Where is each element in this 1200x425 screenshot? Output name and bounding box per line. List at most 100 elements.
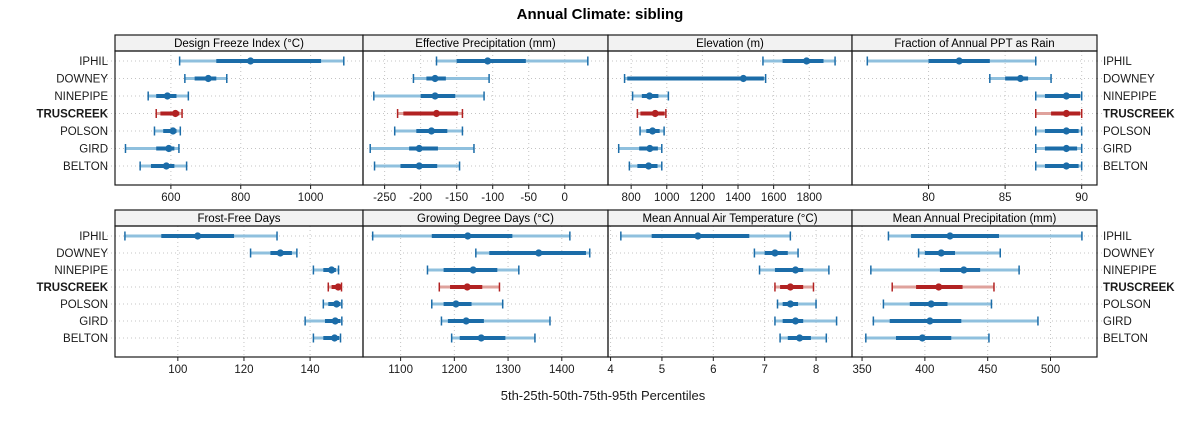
error-bar-polson (393, 126, 464, 136)
error-bar-iphil (887, 231, 1083, 241)
median-dot (946, 232, 954, 240)
station-label-right-iphil: IPHIL (1103, 56, 1132, 68)
error-bar-downey (917, 248, 1002, 258)
axis-tick-label: 80 (922, 192, 935, 204)
axis-tick-label: -200 (409, 192, 432, 204)
station-label-right-truscreek: TRUSCREEK (1103, 109, 1175, 121)
median-dot (463, 283, 471, 291)
axis-tick-label: 100 (168, 364, 187, 376)
axis-tick-label: 1000 (654, 192, 680, 204)
station-label-left-belton: BELTON (63, 161, 108, 173)
median-dot (169, 127, 177, 135)
error-bar-polson (882, 299, 993, 309)
station-label-right-downey: DOWNEY (1103, 74, 1155, 86)
error-bar-downey (623, 74, 767, 83)
axis-tick-label: -50 (520, 192, 537, 204)
station-label-left-downey: DOWNEY (56, 74, 108, 86)
median-dot (802, 57, 811, 65)
axis-tick-label: 1200 (442, 364, 468, 376)
median-dot (484, 57, 492, 65)
error-bar-truscreek (155, 109, 183, 118)
error-bar-polson (431, 299, 504, 309)
median-dot (477, 334, 485, 342)
axis-tick-label: 1300 (495, 364, 521, 376)
error-bar-belton (1035, 161, 1083, 171)
median-dot (204, 74, 212, 83)
median-dot (162, 162, 170, 170)
error-bar-iphil (371, 231, 571, 241)
median-dot (960, 266, 968, 274)
station-label-right-gird: GIRD (1103, 316, 1132, 328)
station-label-left-iphil: IPHIL (79, 56, 108, 68)
panel-mean_annual_precipitation: 350 400 450 500 Mean Annual Precipitation (m… (851, 209, 1105, 376)
panel-frost_free_days: 100 120 140 Frost-Free Days (107, 209, 364, 376)
median-dot (791, 317, 800, 325)
panel-strip-title: Frost-Free Days (197, 213, 280, 225)
error-bar-iphil (124, 231, 278, 241)
median-dot (796, 334, 804, 342)
panel-border (851, 225, 1098, 358)
error-bar-truscreek (438, 282, 501, 292)
station-label-left-ninepipe: NINEPIPE (54, 265, 108, 277)
axis-tick-label: 7 (761, 364, 767, 376)
panel-fraction_annual_ppt_as_rain: 80 85 90 Fraction of Annual PPT as Rain (851, 34, 1105, 204)
panel-strip-title: Growing Degree Days (°C) (417, 213, 554, 225)
axis-tick-label: 500 (1041, 364, 1060, 376)
error-bar-polson (776, 299, 817, 309)
error-bar-iphil (620, 231, 792, 241)
panel-strip-title: Design Freeze Index (°C) (174, 38, 304, 50)
median-dot (771, 249, 779, 257)
median-dot (1016, 74, 1025, 83)
median-dot (645, 162, 653, 170)
median-dot (276, 249, 284, 257)
median-dot (646, 144, 654, 153)
error-bar-ninepipe (631, 91, 670, 101)
median-dot (327, 266, 336, 274)
axis-tick-label: 140 (300, 364, 319, 376)
error-bar-downey (184, 74, 228, 83)
axis-tick-label: 1200 (690, 192, 716, 204)
chart-title: Annual Climate: sibling (517, 6, 684, 23)
panel-border (851, 50, 1098, 186)
error-bar-gird (617, 144, 663, 153)
error-bar-belton (373, 161, 461, 171)
axis-tick-label: 5 (659, 364, 665, 376)
station-label-left-downey: DOWNEY (56, 248, 108, 260)
median-dot (694, 232, 702, 240)
axis-tick-label: 350 (852, 364, 871, 376)
axis-tick-label: -250 (373, 192, 396, 204)
error-bar-ninepipe (373, 91, 485, 101)
error-bar-ninepipe (312, 265, 340, 275)
median-dot (415, 144, 423, 153)
axis-tick-label: 6 (710, 364, 716, 376)
error-bar-belton (139, 161, 188, 171)
median-dot (432, 109, 441, 118)
panel-growing_degree_days: 1100 1200 1300 1400 Growing Degree Days (°C) (362, 209, 609, 376)
error-bar-gird (124, 144, 180, 153)
panel-strip-title: Mean Annual Air Temperature (°C) (642, 213, 817, 225)
station-label-left-truscreek: TRUSCREEK (36, 282, 108, 294)
error-bar-belton (865, 333, 990, 343)
axis-tick-label: 600 (161, 192, 180, 204)
axis-tick-label: 1400 (725, 192, 751, 204)
axis-tick-label: 1100 (388, 364, 413, 376)
median-dot (926, 317, 934, 325)
station-label-left-polson: POLSON (60, 126, 108, 138)
median-dot (330, 334, 339, 342)
median-dot (648, 127, 657, 135)
station-label-right-belton: BELTON (1103, 333, 1148, 345)
median-dot (1062, 162, 1070, 170)
station-label-right-ninepipe: NINEPIPE (1103, 265, 1157, 277)
median-dot (452, 300, 460, 308)
median-dot (1062, 127, 1070, 135)
axis-tick-label: 1600 (761, 192, 787, 204)
panel-design_freeze_index: 600 800 1000 Design Freeze Index (°C) (107, 34, 364, 204)
panel-elevation: 800 1000 1200 1400 1600 1800 Elevation (m) (607, 34, 853, 204)
median-dot (464, 232, 472, 240)
error-bar-belton (450, 333, 536, 343)
median-dot (535, 249, 543, 257)
axis-tick-label: 400 (915, 364, 934, 376)
station-labels-group: IPHIL IPHIL DOWNEY DOWNEY NINEPIPE NINEPIPE TR… (36, 56, 1175, 345)
median-dot (927, 300, 935, 308)
